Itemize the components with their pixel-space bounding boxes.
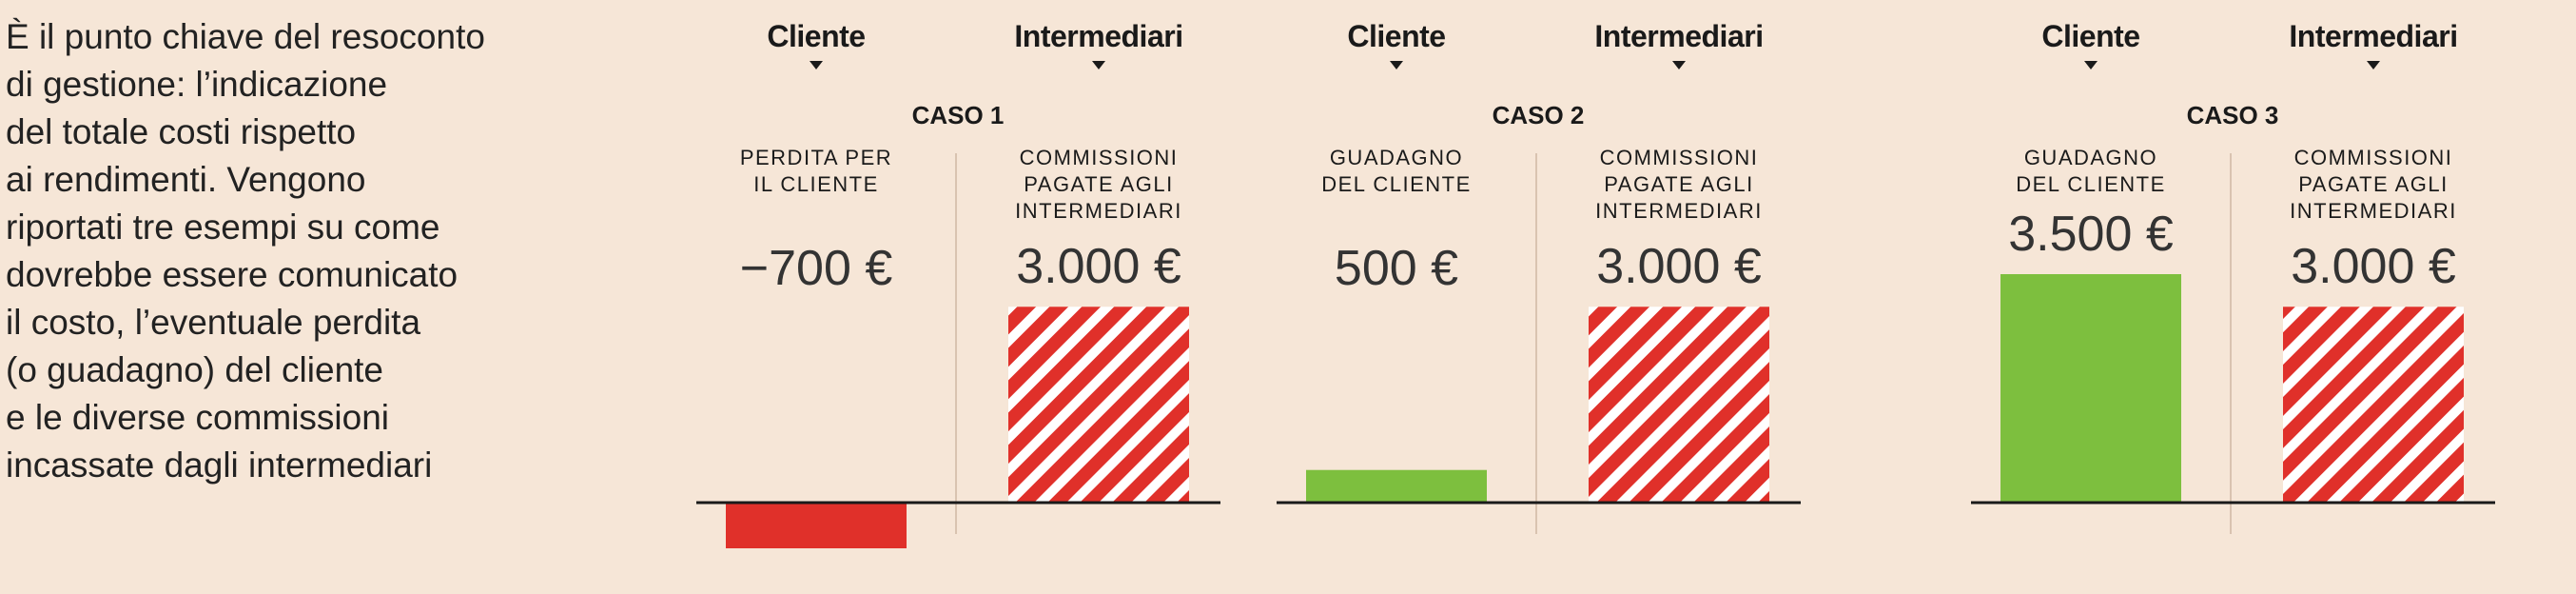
- column-header: Cliente: [767, 19, 866, 53]
- category-label: COMMISSIONI PAGATE AGLI INTERMEDIARI: [1015, 146, 1182, 223]
- header-arrow: [2367, 61, 2380, 69]
- bar: [726, 503, 907, 548]
- intro-text: È il punto chiave del resoconto di gesti…: [6, 17, 485, 485]
- value-label: 3.000 €: [1016, 239, 1181, 295]
- column-header: Cliente: [2041, 19, 2140, 53]
- header-arrow: [1390, 61, 1403, 69]
- header-arrow: [1672, 61, 1686, 69]
- bar: [1306, 469, 1487, 503]
- header-arrow: [810, 61, 823, 69]
- bar: [2283, 307, 2464, 503]
- value-label: 3.500 €: [2008, 207, 2174, 262]
- chart-title: CASO 1: [911, 101, 1005, 129]
- category-label: GUADAGNO DEL CLIENTE: [2016, 146, 2166, 196]
- value-label: 3.000 €: [1596, 239, 1762, 295]
- chart-title: CASO 3: [2186, 101, 2279, 129]
- bar: [1589, 307, 1769, 503]
- category-label: COMMISSIONI PAGATE AGLI INTERMEDIARI: [1595, 146, 1763, 223]
- bar: [1008, 307, 1189, 503]
- column-header: Intermediari: [1014, 19, 1183, 53]
- header-arrow: [1092, 61, 1105, 69]
- value-label: 3.000 €: [2291, 239, 2456, 295]
- category-label: GUADAGNO DEL CLIENTE: [1321, 146, 1472, 196]
- header-arrow: [2084, 61, 2098, 69]
- column-header: Intermediari: [2289, 19, 2458, 53]
- chart-title: CASO 2: [1492, 101, 1585, 129]
- category-label: COMMISSIONI PAGATE AGLI INTERMEDIARI: [2290, 146, 2457, 223]
- column-header: Intermediari: [1594, 19, 1764, 53]
- column-header: Cliente: [1347, 19, 1446, 53]
- category-label: PERDITA PER IL CLIENTE: [739, 146, 893, 196]
- value-label: −700 €: [739, 241, 893, 296]
- value-label: 500 €: [1334, 241, 1459, 296]
- bar: [2000, 274, 2181, 503]
